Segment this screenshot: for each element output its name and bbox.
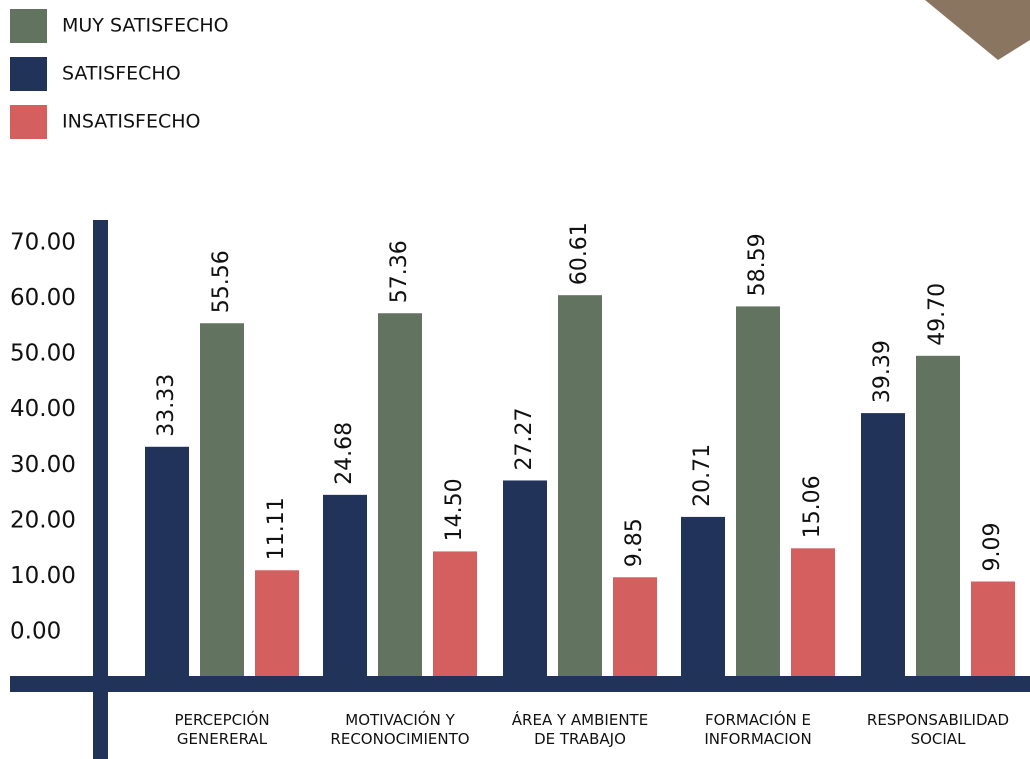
x-tick-label: ÁREA Y AMBIENTE DE TRABAJO xyxy=(512,710,648,748)
value-label: 39.39 xyxy=(870,340,895,403)
value-label: 33.33 xyxy=(154,374,179,437)
value-label: 27.27 xyxy=(512,407,537,470)
value-label: 9.09 xyxy=(980,523,1005,572)
y-tick-label: 10.00 xyxy=(10,563,76,589)
x-tick-line: FORMACIÓN E xyxy=(705,710,811,729)
legend-label: SATISFECHO xyxy=(62,63,181,85)
y-tick-label: 60.00 xyxy=(10,285,76,311)
x-tick-line: PERCEPCIÓN xyxy=(174,710,269,729)
bar xyxy=(378,313,422,676)
bar xyxy=(916,355,960,676)
value-label: 9.85 xyxy=(622,518,647,567)
bar xyxy=(145,446,189,676)
y-tick-label: 40.00 xyxy=(10,396,76,422)
y-axis xyxy=(93,220,108,759)
x-tick-label: MOTIVACIÓN Y RECONOCIMIENTO xyxy=(330,710,469,748)
value-label: 24.68 xyxy=(332,422,357,485)
legend-swatch xyxy=(10,9,47,43)
bar xyxy=(323,494,367,676)
x-tick-line: RECONOCIMIENTO xyxy=(330,730,469,748)
bar xyxy=(791,548,835,676)
value-label: 11.11 xyxy=(264,497,289,560)
value-label: 60.61 xyxy=(567,222,592,285)
bar xyxy=(736,306,780,676)
bar xyxy=(503,480,547,676)
value-label: 55.56 xyxy=(209,250,234,313)
x-tick-label: FORMACIÓN E INFORMACION xyxy=(704,710,811,748)
bar xyxy=(613,577,657,676)
x-tick-line: SOCIAL xyxy=(911,730,966,748)
x-tick-label: PERCEPCIÓN GENERERAL xyxy=(174,710,269,748)
x-tick-line: GENERERAL xyxy=(177,730,268,748)
bar xyxy=(255,570,299,676)
bar xyxy=(433,551,477,676)
value-label: 15.06 xyxy=(800,475,825,538)
x-axis xyxy=(10,676,1030,692)
y-tick-label: 30.00 xyxy=(10,452,76,478)
value-label: 58.59 xyxy=(745,233,770,296)
bar xyxy=(558,295,602,676)
y-tick-label: 50.00 xyxy=(10,341,76,367)
value-label: 20.71 xyxy=(690,444,715,507)
bar xyxy=(200,323,244,676)
x-tick-line: ÁREA Y AMBIENTE xyxy=(512,710,648,729)
y-tick-label: 20.00 xyxy=(10,507,76,533)
value-label: 49.70 xyxy=(925,283,950,346)
value-label: 57.36 xyxy=(387,240,412,303)
x-tick-line: INFORMACION xyxy=(704,730,811,748)
bar xyxy=(971,581,1015,676)
bar xyxy=(681,516,725,676)
x-tick-line: DE TRABAJO xyxy=(534,730,626,748)
x-tick-line: MOTIVACIÓN Y xyxy=(345,710,455,729)
legend-label: MUY SATISFECHO xyxy=(62,15,229,37)
decoration xyxy=(925,0,1030,60)
legend-label: INSATISFECHO xyxy=(62,111,200,133)
value-label: 14.50 xyxy=(442,478,467,541)
y-tick-label: 70.00 xyxy=(10,230,76,256)
legend-swatch xyxy=(10,105,47,139)
x-tick-line: RESPONSABILIDAD xyxy=(867,711,1009,729)
y-tick-label: 0.00 xyxy=(10,619,61,645)
legend-swatch xyxy=(10,57,47,91)
bar xyxy=(861,413,905,676)
x-tick-label: RESPONSABILIDAD SOCIAL xyxy=(867,711,1009,748)
